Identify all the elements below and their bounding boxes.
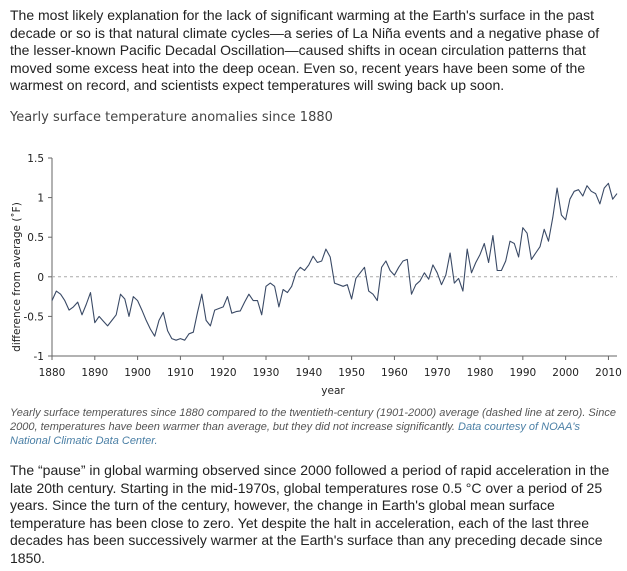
x-tick-label: 1930 xyxy=(253,367,280,379)
y-tick-label: 1 xyxy=(37,193,44,205)
plot-area: -1 -0.5 0 0.5 1 1.5 1880 1890 1900 1910 1920 1930 19… xyxy=(24,153,622,379)
x-tick-label: 1950 xyxy=(338,367,365,379)
x-tick-label: 1920 xyxy=(210,367,237,379)
data-credit-link[interactable]: Data courtesy of NOAA's National Climati… xyxy=(10,421,580,447)
x-tick-label: 1960 xyxy=(381,367,408,379)
x-tick-label: 1890 xyxy=(81,367,108,379)
x-axis-title: year xyxy=(321,385,345,397)
intro-paragraph: The most likely explanation for the lack… xyxy=(10,7,600,93)
y-tick-label: -1 xyxy=(34,351,44,363)
x-tick-label: 2010 xyxy=(595,367,622,379)
x-tick-label: 2000 xyxy=(552,367,579,379)
y-tick-label: -0.5 xyxy=(24,311,45,323)
temperature-chart: -1 -0.5 0 0.5 1 1.5 1880 1890 1900 1910 1920 1930 19… xyxy=(11,153,622,397)
x-tick-label: 1980 xyxy=(467,367,494,379)
x-tick-label: 1900 xyxy=(124,367,151,379)
y-tick-label: 0.5 xyxy=(27,232,44,244)
figure-caption: Yearly surface temperatures since 1880 c… xyxy=(10,406,618,448)
outro-paragraph: The “pause” in global warming observed s… xyxy=(10,462,610,566)
y-axis-title: difference from average (˚F) xyxy=(11,202,23,352)
y-tick-label: 0 xyxy=(37,272,44,284)
x-tick-label: 1940 xyxy=(295,367,322,379)
x-tick-label: 1910 xyxy=(167,367,194,379)
temperature-anomaly-line xyxy=(51,182,618,341)
x-tick-label: 1970 xyxy=(424,367,451,379)
caption-text: Yearly surface temperatures since 1880 c… xyxy=(10,407,616,433)
x-tick-label: 1990 xyxy=(509,367,536,379)
y-tick-label: 1.5 xyxy=(27,153,44,165)
chart-title: Yearly surface temperature anomalies sin… xyxy=(10,110,333,125)
x-tick-label: 1880 xyxy=(39,367,66,379)
